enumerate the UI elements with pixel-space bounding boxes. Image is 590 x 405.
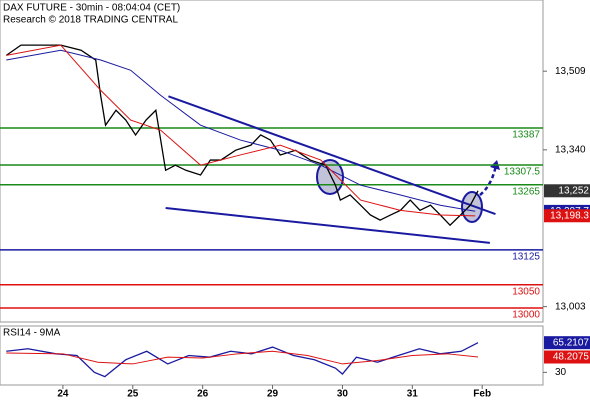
price-tag [544,209,590,223]
series-line [6,350,479,365]
trendline [168,95,496,215]
price-tag [544,350,590,364]
x-tick-label: 30 [337,389,349,400]
highlight [461,191,483,223]
y-tick-label: 13,509 [555,66,586,77]
rsi-title: RSI14 - 9MA [3,328,61,339]
x-tick-label: 24 [57,389,69,400]
trendline [165,207,490,244]
price-tag [544,184,590,198]
level-label: 13000 [512,310,540,321]
level-label: 13307.5 [504,167,541,178]
y-tick-label: 30 [555,367,567,378]
price-tag-label: 48.2075 [553,352,590,363]
price-tag-label: 65.2107 [553,337,590,348]
rsi-panel [0,325,544,386]
price-tag-label: 13,252 [558,185,589,196]
series-line [6,44,476,217]
price-panel [0,0,544,323]
x-tick-label: 29 [267,389,279,400]
x-tick-label: Feb [473,389,491,400]
chart-subtitle: Research © 2018 TRADING CENTRAL [3,15,178,26]
level-label: 13050 [512,286,540,297]
price-tag [544,336,590,350]
x-tick-label: 31 [407,389,419,400]
series-line [5,44,479,227]
x-tick-label: 26 [197,389,209,400]
level-label: 13125 [512,252,540,263]
y-tick-label: 13,003 [555,301,586,312]
level-label: 13387 [512,130,540,141]
series-line [6,49,476,212]
x-tick-label: 25 [127,389,139,400]
chart-title: DAX FUTURE - 30min - 08:04:04 (CET) [3,3,180,14]
y-tick-label: 13,340 [555,144,586,155]
price-tag-label: 13,198.3 [550,210,589,221]
level-label: 13265 [512,186,540,197]
series-line [6,342,479,378]
highlight [316,159,344,195]
